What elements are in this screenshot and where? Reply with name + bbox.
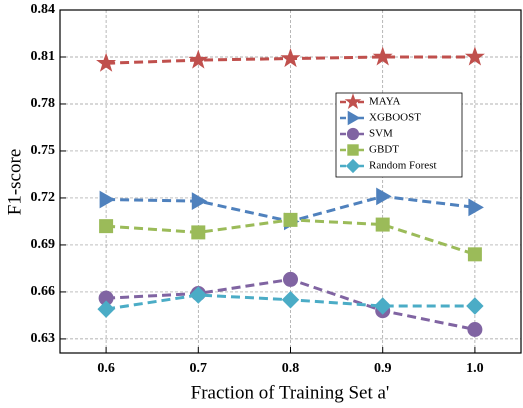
marker <box>466 297 484 315</box>
marker <box>376 187 392 206</box>
legend-label: MAYA <box>369 96 400 108</box>
marker <box>347 144 359 156</box>
y-tick-label: 0.63 <box>31 331 56 346</box>
marker <box>375 217 390 232</box>
marker <box>346 127 360 141</box>
y-tick-label: 0.66 <box>31 284 56 299</box>
legend-label: SVM <box>369 128 393 140</box>
y-tick-label: 0.72 <box>31 190 56 205</box>
marker <box>344 93 362 110</box>
marker <box>345 158 361 174</box>
y-tick-label: 0.69 <box>31 237 56 252</box>
marker <box>467 247 482 262</box>
y-axis-title: F1-score <box>4 149 25 215</box>
marker <box>373 297 392 315</box>
y-tick-label: 0.84 <box>31 2 56 17</box>
marker <box>191 225 206 240</box>
x-tick-label: 0.8 <box>282 361 300 376</box>
marker <box>283 271 298 287</box>
marker <box>468 198 484 217</box>
marker <box>99 190 116 209</box>
legend-label: GBDT <box>369 144 399 156</box>
marker <box>372 46 393 66</box>
y-tick-label: 0.75 <box>31 143 56 158</box>
legend-label: Random Forest <box>369 160 437 172</box>
legend: MAYA XGBOOST SVM GBDT Random Forest <box>335 92 463 178</box>
marker <box>99 219 114 234</box>
plot-frame <box>59 9 522 354</box>
x-tick-label: 1.0 <box>466 361 484 376</box>
x-tick-label: 0.6 <box>97 361 115 376</box>
marker <box>97 300 115 318</box>
marker <box>189 286 208 304</box>
x-axis-title: Fraction of Training Set a' <box>191 382 390 403</box>
marker <box>464 46 485 66</box>
marker <box>281 291 300 309</box>
y-tick-label: 0.81 <box>31 49 56 64</box>
marker <box>347 110 361 126</box>
marker <box>280 48 301 68</box>
y-tick-label: 0.78 <box>31 96 56 111</box>
marker <box>96 52 117 72</box>
marker <box>188 49 209 69</box>
legend-label: XGBOOST <box>369 112 421 124</box>
marker <box>467 322 483 338</box>
x-tick-label: 0.7 <box>190 361 208 376</box>
marker <box>283 212 298 227</box>
x-tick-label: 0.9 <box>374 361 392 376</box>
marker <box>191 192 208 210</box>
